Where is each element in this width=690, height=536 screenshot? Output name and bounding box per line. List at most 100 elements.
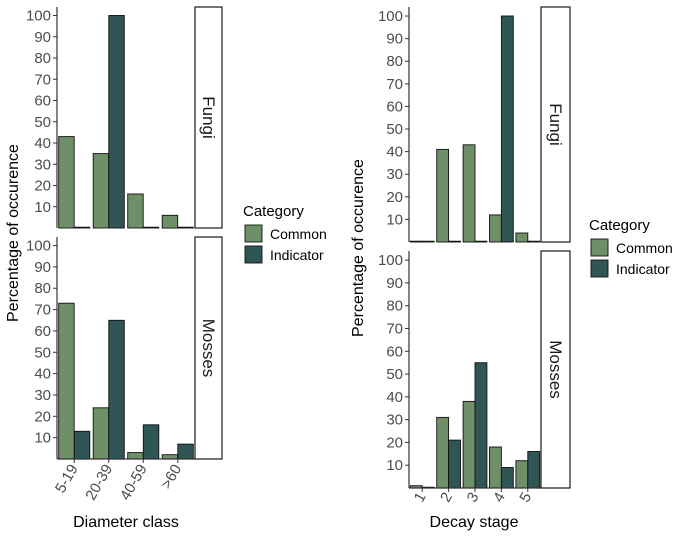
y-tick-label: 80 [386,298,403,315]
bar-fungi-common-3 [462,144,476,243]
y-tick-label: 30 [386,412,403,429]
y-tick-label: 80 [34,280,51,297]
legend-key-indicator [244,245,263,264]
bar-mosses-common-3 [462,400,476,489]
y-tick-label: 60 [34,93,51,110]
facet-strip-label: Mosses [199,319,218,378]
bar-mosses-common-1 [58,302,75,460]
y-tick-label: 70 [34,71,51,88]
y-tick-label: 60 [34,323,51,340]
y-tick-label: 90 [386,275,403,292]
bar-mosses-common-3 [127,452,144,460]
y-tick-label: 10 [34,430,51,447]
legend-title: Category [243,203,304,220]
bar-mosses-indicator-2 [108,319,125,460]
bar-fungi-common-3 [127,193,144,229]
y-tick-label: 20 [386,434,403,451]
x-tick-label: 2 [437,490,456,506]
y-tick-label: 90 [386,31,403,48]
bar-fungi-indicator-5 [527,240,541,243]
y-tick-label: 30 [34,387,51,404]
y-axis-title: Percentage of occurence [5,144,22,322]
legend-label-indicator: Indicator [616,261,670,277]
bar-fungi-indicator-1 [73,226,91,229]
y-tick-label: 20 [34,408,51,425]
y-tick-label: 60 [386,343,403,360]
y-tick-label: 40 [386,144,403,161]
facet-strip-label: Fungi [199,96,218,139]
bar-fungi-indicator-3 [142,226,160,229]
legend-label-common: Common [616,240,673,256]
y-tick-label: 50 [386,366,403,383]
legend-key-common [590,238,609,257]
legend-key-indicator [590,259,609,278]
bar-mosses-common-5 [515,460,529,489]
x-tick-label: 40-59 [117,462,151,504]
y-tick-label: 90 [34,29,51,46]
y-tick-label: 30 [34,156,51,173]
x-tick-label: 5-19 [52,462,82,497]
bar-mosses-indicator-2 [448,439,461,489]
x-axis-title: Decay stage [430,514,519,531]
y-axis-title: Percentage of occurence [350,159,367,337]
y-tick-label: 20 [386,189,403,206]
facet-strip-label: Fungi [546,103,565,146]
y-tick-label: 50 [34,344,51,361]
y-tick-label: 40 [34,135,51,152]
y-tick-label: 80 [34,50,51,67]
bar-mosses-common-4 [161,454,179,460]
bar-mosses-indicator-5 [527,451,541,489]
y-tick-label: 100 [378,252,403,269]
bar-mosses-indicator-4 [177,443,194,460]
bar-mosses-common-2 [436,416,450,489]
facet-strip-label: Mosses [546,340,565,399]
y-tick-label: 10 [386,457,403,474]
bar-fungi-indicator-1 [421,240,435,243]
y-tick-label: 10 [386,211,403,228]
bar-fungi-common-2 [436,148,450,243]
y-tick-label: 60 [386,98,403,115]
legend-label-indicator: Indicator [270,247,324,263]
y-tick-label: 20 [34,178,51,195]
facet-strip-mosses [194,236,223,460]
bar-mosses-common-4 [489,446,502,489]
y-tick-label: 30 [386,166,403,183]
legend-label-common: Common [270,226,327,242]
x-axis-title: Diameter class [73,514,179,531]
bar-mosses-indicator-1 [73,430,91,460]
y-tick-label: 50 [386,121,403,138]
y-tick-label: 100 [378,8,403,25]
x-tick-label: 3 [464,490,483,506]
y-tick-label: 10 [34,199,51,216]
bar-mosses-indicator-3 [142,424,160,460]
bar-fungi-indicator-3 [474,240,488,243]
bar-fungi-common-4 [489,214,502,243]
bar-fungi-common-4 [161,214,179,229]
legend-key-common [244,224,263,243]
bar-fungi-common-5 [515,232,529,243]
y-tick-label: 70 [34,302,51,319]
facet-strip-mosses [540,250,571,489]
x-tick-label: 4 [490,490,509,506]
bar-fungi-indicator-2 [448,240,461,243]
bar-fungi-indicator-2 [108,15,125,229]
y-tick-label: 40 [34,366,51,383]
bar-fungi-common-1 [409,240,423,243]
y-tick-label: 70 [386,76,403,93]
legend-title: Category [589,217,650,234]
y-tick-label: 50 [34,114,51,131]
bar-fungi-common-1 [58,136,75,229]
bar-fungi-indicator-4 [177,226,194,229]
x-tick-label: 20-39 [82,462,116,504]
facet-strip-fungi [194,6,223,229]
y-tick-label: 80 [386,53,403,70]
y-tick-label: 40 [386,389,403,406]
facet-strip-fungi [540,6,571,243]
x-tick-label: 1 [411,490,430,506]
x-tick-label: 5 [516,490,535,506]
y-tick-label: 100 [26,238,51,255]
bar-mosses-indicator-4 [500,467,514,489]
y-tick-label: 70 [386,320,403,337]
y-tick-label: 100 [26,8,51,25]
